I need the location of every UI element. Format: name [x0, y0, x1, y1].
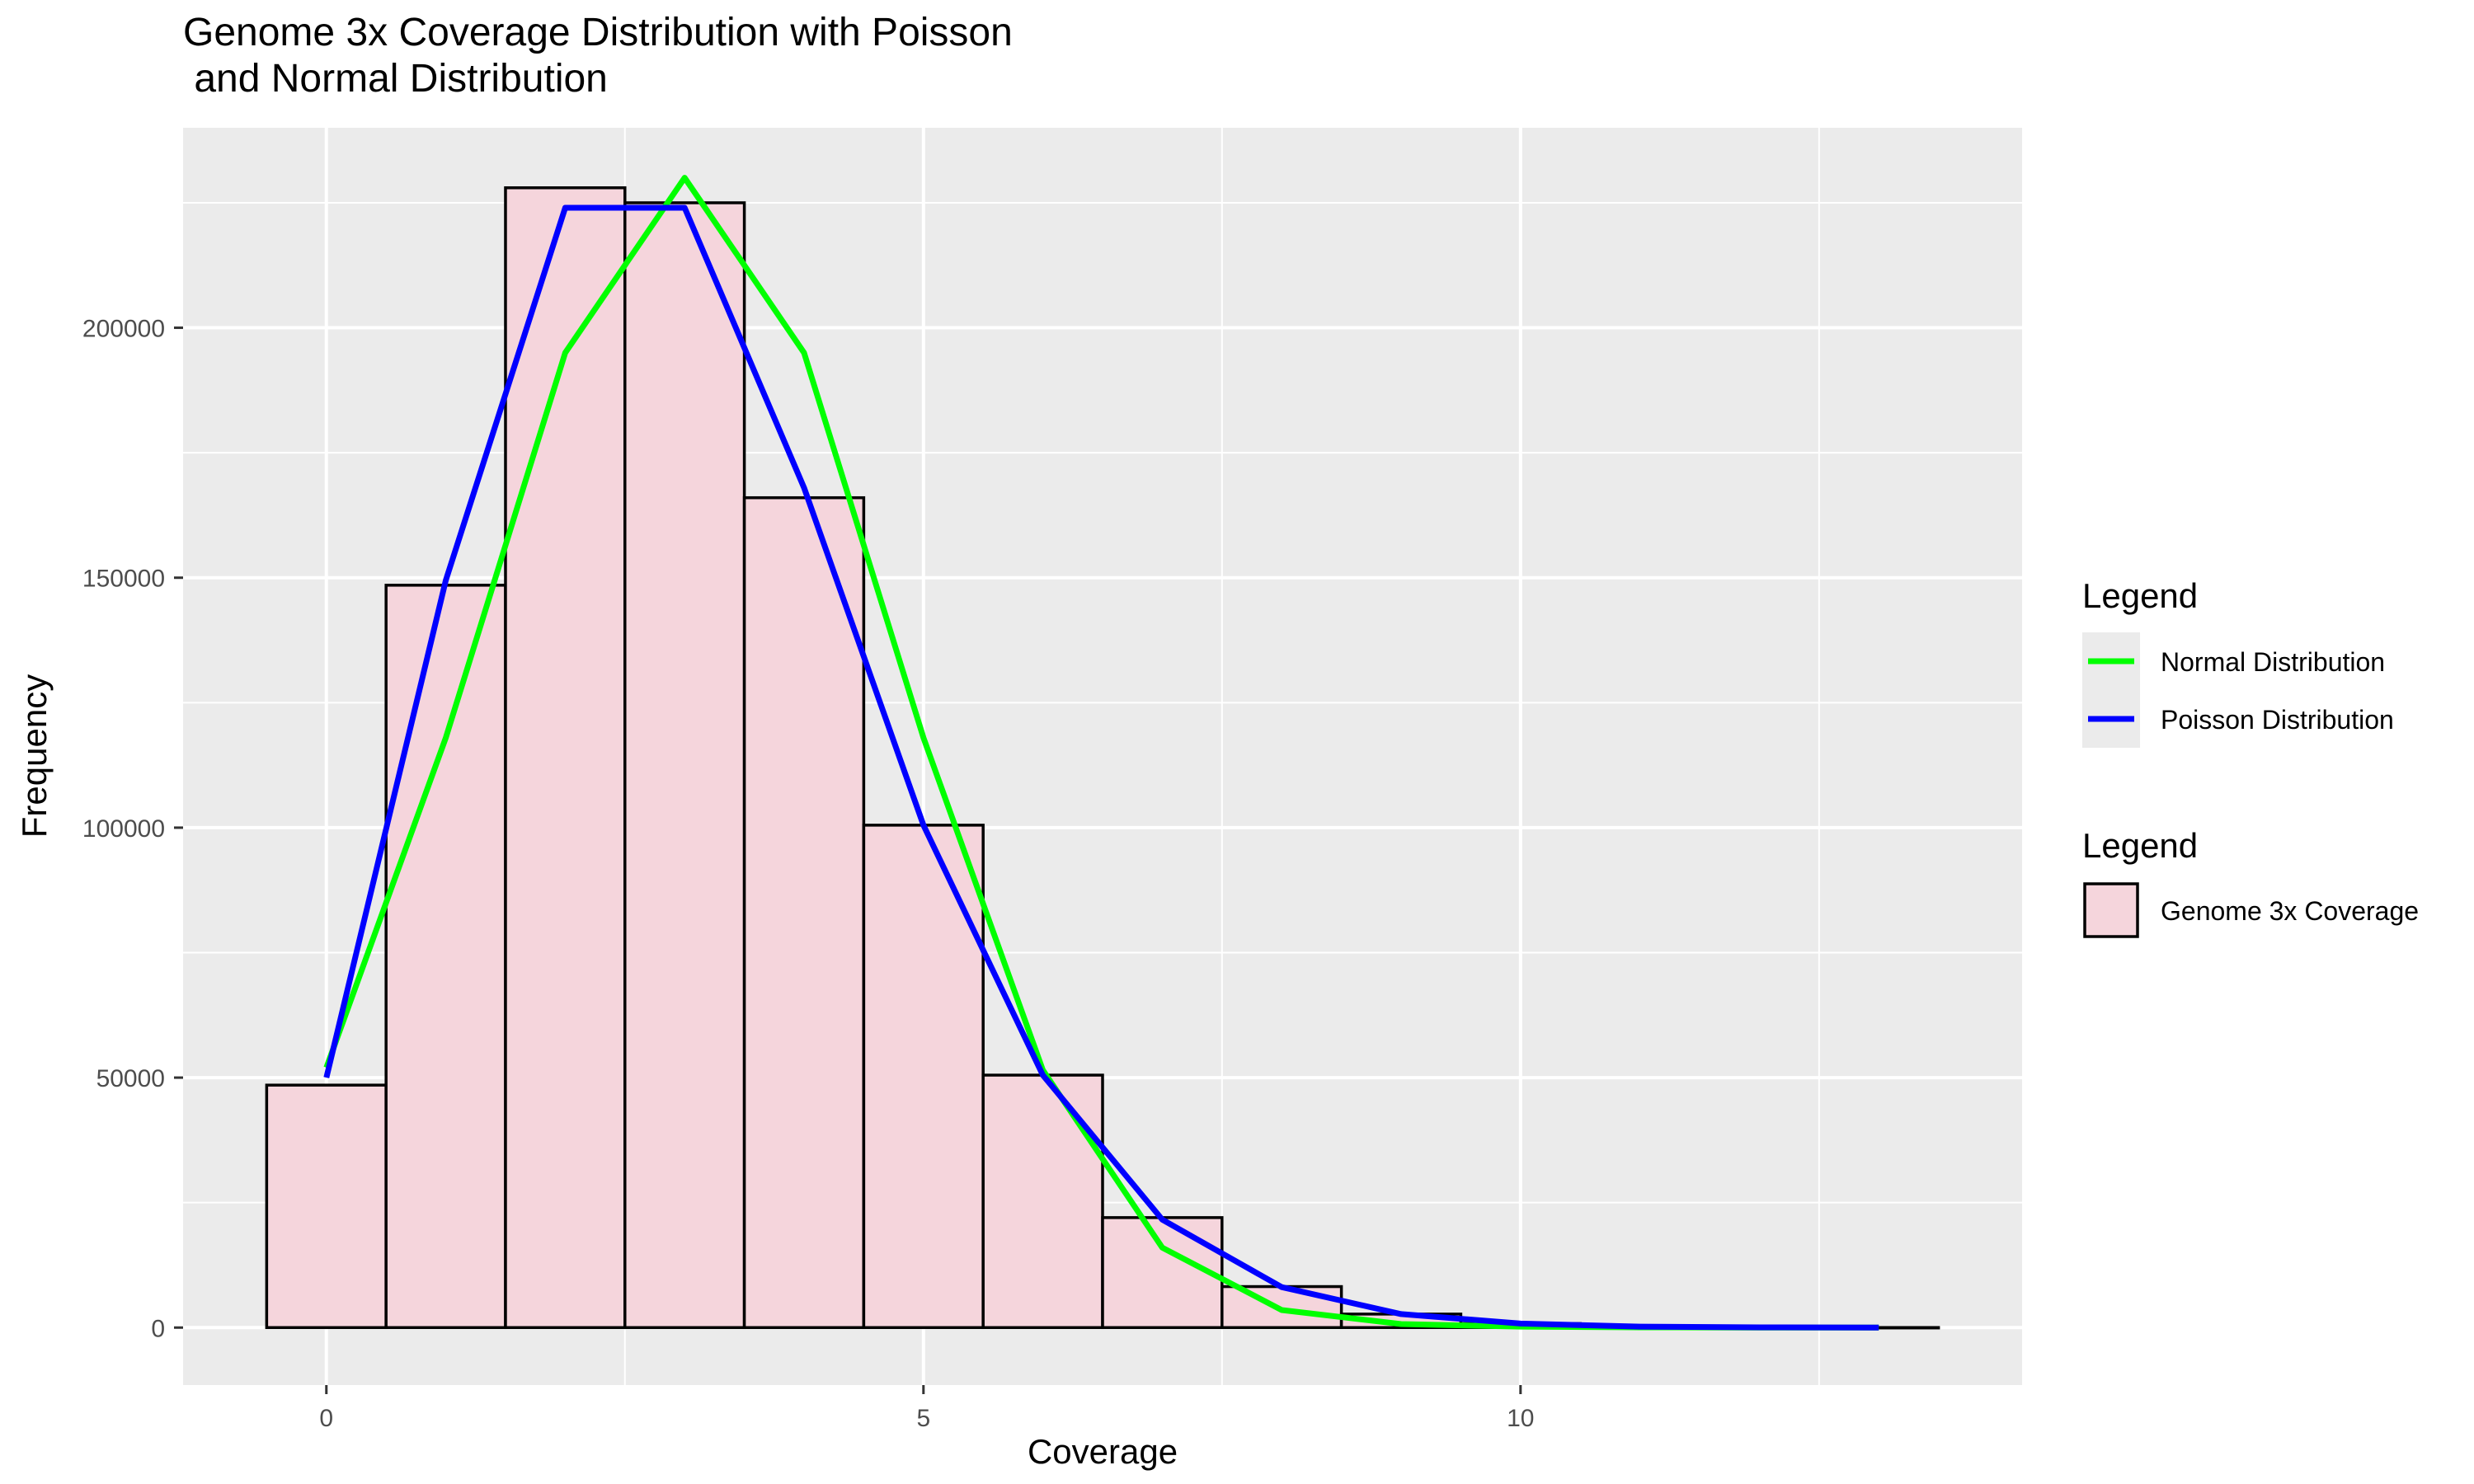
histogram-bar [862, 824, 985, 1330]
histogram-bar [504, 186, 627, 1330]
histogram-bar [742, 495, 866, 1330]
y-tick-label: 0 [151, 1315, 165, 1342]
x-tick-label: 10 [1507, 1405, 1534, 1432]
legend-histogram: Legend Genome 3x Coverage [2082, 826, 2419, 938]
y-tick-label: 100000 [82, 815, 165, 843]
legend-key-genome-coverage [2083, 882, 2139, 938]
histogram-bars [265, 186, 1940, 1330]
histogram-bar [1101, 1216, 1224, 1330]
legend-histogram-title: Legend [2082, 826, 2198, 865]
poisson-distribution-line [323, 204, 1879, 1331]
x-axis-title: Coverage [1028, 1432, 1178, 1471]
x-tick-label: 0 [319, 1405, 333, 1432]
y-axis-title: Frequency [15, 674, 54, 838]
chart-title: Genome 3x Coverage Distribution with Poi… [183, 11, 1013, 101]
legend-lines: Legend Normal Distribution Poisson Distr… [2082, 576, 2394, 748]
y-tick-label: 50000 [96, 1065, 165, 1092]
distribution-lines [323, 175, 1879, 1331]
x-tick-label: 5 [916, 1405, 930, 1432]
histogram-bar [265, 1083, 388, 1330]
legend-label-poisson: Poisson Distribution [2161, 705, 2394, 735]
y-tick-label: 200000 [82, 316, 165, 343]
legend-label-normal: Normal Distribution [2161, 647, 2385, 677]
legend-lines-title: Legend [2082, 576, 2198, 615]
y-tick-label: 150000 [82, 566, 165, 593]
histogram-bar [981, 1073, 1104, 1330]
x-axis: 0 5 10 [319, 1385, 1535, 1432]
legend-label-genome-coverage: Genome 3x Coverage [2161, 896, 2419, 926]
histogram-bar [623, 201, 746, 1330]
y-axis: 0 50000 100000 150000 200000 [82, 316, 183, 1342]
histogram-bar [384, 584, 507, 1330]
